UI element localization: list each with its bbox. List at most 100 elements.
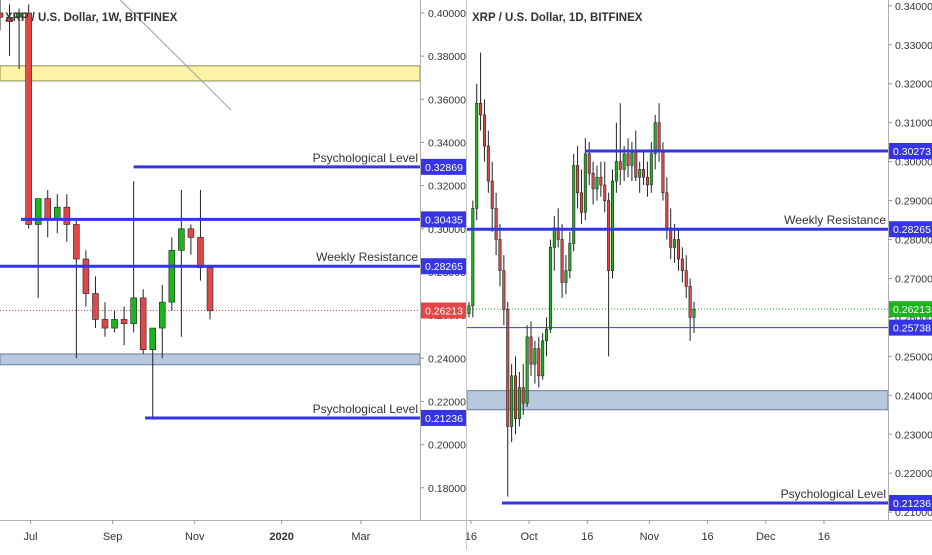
candle-body-up <box>510 375 514 427</box>
candle[interactable] <box>579 169 583 224</box>
candle[interactable] <box>680 247 684 283</box>
candle[interactable] <box>568 231 572 279</box>
y-tick-label: 0.24000 <box>895 390 932 402</box>
candle[interactable] <box>120 306 128 346</box>
candle[interactable] <box>486 130 490 193</box>
candle[interactable] <box>595 165 599 201</box>
candle-body-up <box>467 305 471 314</box>
daily-chart-panel[interactable]: Weekly Resistance Psychological Level 0.34… <box>465 0 932 550</box>
candle[interactable] <box>614 122 618 193</box>
candle[interactable] <box>607 192 611 357</box>
candle-body-down <box>479 102 483 116</box>
y-tick-label: 0.34000 <box>428 137 466 149</box>
candle-body-down <box>591 173 595 190</box>
candle-body-down <box>618 161 622 170</box>
candle[interactable] <box>645 161 649 197</box>
y-tick-label: 0.33000 <box>895 40 932 52</box>
candle[interactable] <box>545 317 549 357</box>
candle[interactable] <box>548 239 552 333</box>
price-axis[interactable] <box>420 0 466 550</box>
price-axis[interactable] <box>888 0 932 550</box>
candle[interactable] <box>0 0 4 31</box>
candle[interactable] <box>73 220 80 359</box>
level-price-tag-text: 0.30273 <box>893 146 931 158</box>
candle-body-down <box>206 267 214 312</box>
level-price-tag <box>889 319 932 336</box>
level-price-tag <box>889 221 932 238</box>
candle[interactable] <box>479 52 483 131</box>
level-price-tag-text: 0.21236 <box>893 498 931 510</box>
candle[interactable] <box>611 169 615 279</box>
candle-body-down <box>490 180 494 209</box>
candle[interactable] <box>149 327 156 419</box>
candle[interactable] <box>684 255 688 298</box>
candle-body-down <box>513 375 518 419</box>
candle[interactable] <box>537 336 541 388</box>
candle[interactable] <box>25 4 32 229</box>
candle[interactable] <box>642 149 646 185</box>
candle[interactable] <box>521 364 525 415</box>
candle[interactable] <box>498 223 502 287</box>
candle[interactable] <box>638 161 642 193</box>
candle[interactable] <box>187 224 195 255</box>
candle[interactable] <box>482 99 486 162</box>
y-tick-label: 0.25000 <box>895 351 932 363</box>
candle-body-up <box>149 327 156 350</box>
candle[interactable] <box>513 356 518 435</box>
candle[interactable] <box>101 302 109 337</box>
candle[interactable] <box>517 371 521 427</box>
candle-body-down <box>634 149 638 178</box>
candle-body-up <box>649 153 653 186</box>
candle[interactable] <box>572 153 576 252</box>
candle[interactable] <box>587 142 591 185</box>
candle[interactable] <box>560 223 564 298</box>
candle[interactable] <box>15 8 23 70</box>
candle[interactable] <box>475 83 479 221</box>
current-price-tag <box>889 301 932 318</box>
candle[interactable] <box>130 181 137 333</box>
y-tick-label: 0.22000 <box>895 468 932 480</box>
candle[interactable] <box>510 364 514 443</box>
candle[interactable] <box>533 340 537 384</box>
candle[interactable] <box>525 325 529 407</box>
candle[interactable] <box>471 200 475 318</box>
candle[interactable] <box>541 333 545 380</box>
weekly-chart-panel[interactable]: Psychological Level Weekly Resistance Psyc… <box>0 0 467 550</box>
candle[interactable] <box>82 250 90 307</box>
candle-body-down <box>82 258 90 294</box>
candle[interactable] <box>529 321 533 376</box>
candle[interactable] <box>92 276 99 329</box>
candle-body-down <box>92 293 99 320</box>
y-tick-label: 0.22000 <box>428 396 466 408</box>
candle[interactable] <box>494 192 498 256</box>
candle[interactable] <box>564 255 568 295</box>
candle[interactable] <box>576 146 580 209</box>
y-tick-label: 0.28000 <box>895 235 932 247</box>
level-price-tag-text: 0.28265 <box>893 224 931 236</box>
candle[interactable] <box>159 284 166 359</box>
candle[interactable] <box>6 4 13 57</box>
candle[interactable] <box>111 310 118 333</box>
candle[interactable] <box>139 289 147 354</box>
current-price-tag <box>421 302 467 319</box>
candle[interactable] <box>599 161 603 197</box>
candle[interactable] <box>603 161 607 213</box>
candle[interactable] <box>653 114 657 170</box>
candle[interactable] <box>506 301 510 497</box>
candle-body-up <box>159 301 166 329</box>
candle-body-up <box>471 208 475 307</box>
candle[interactable] <box>34 198 42 298</box>
level-price-tag <box>421 409 467 426</box>
candle[interactable] <box>618 103 622 185</box>
candle[interactable] <box>168 237 176 311</box>
candle[interactable] <box>502 255 506 326</box>
candle[interactable] <box>676 227 680 271</box>
candle[interactable] <box>490 161 494 232</box>
candle[interactable] <box>591 161 595 205</box>
candle[interactable] <box>467 301 471 318</box>
candle-body-down <box>665 192 669 229</box>
candle[interactable] <box>626 138 630 178</box>
candle[interactable] <box>178 189 185 337</box>
candle[interactable] <box>688 278 692 341</box>
